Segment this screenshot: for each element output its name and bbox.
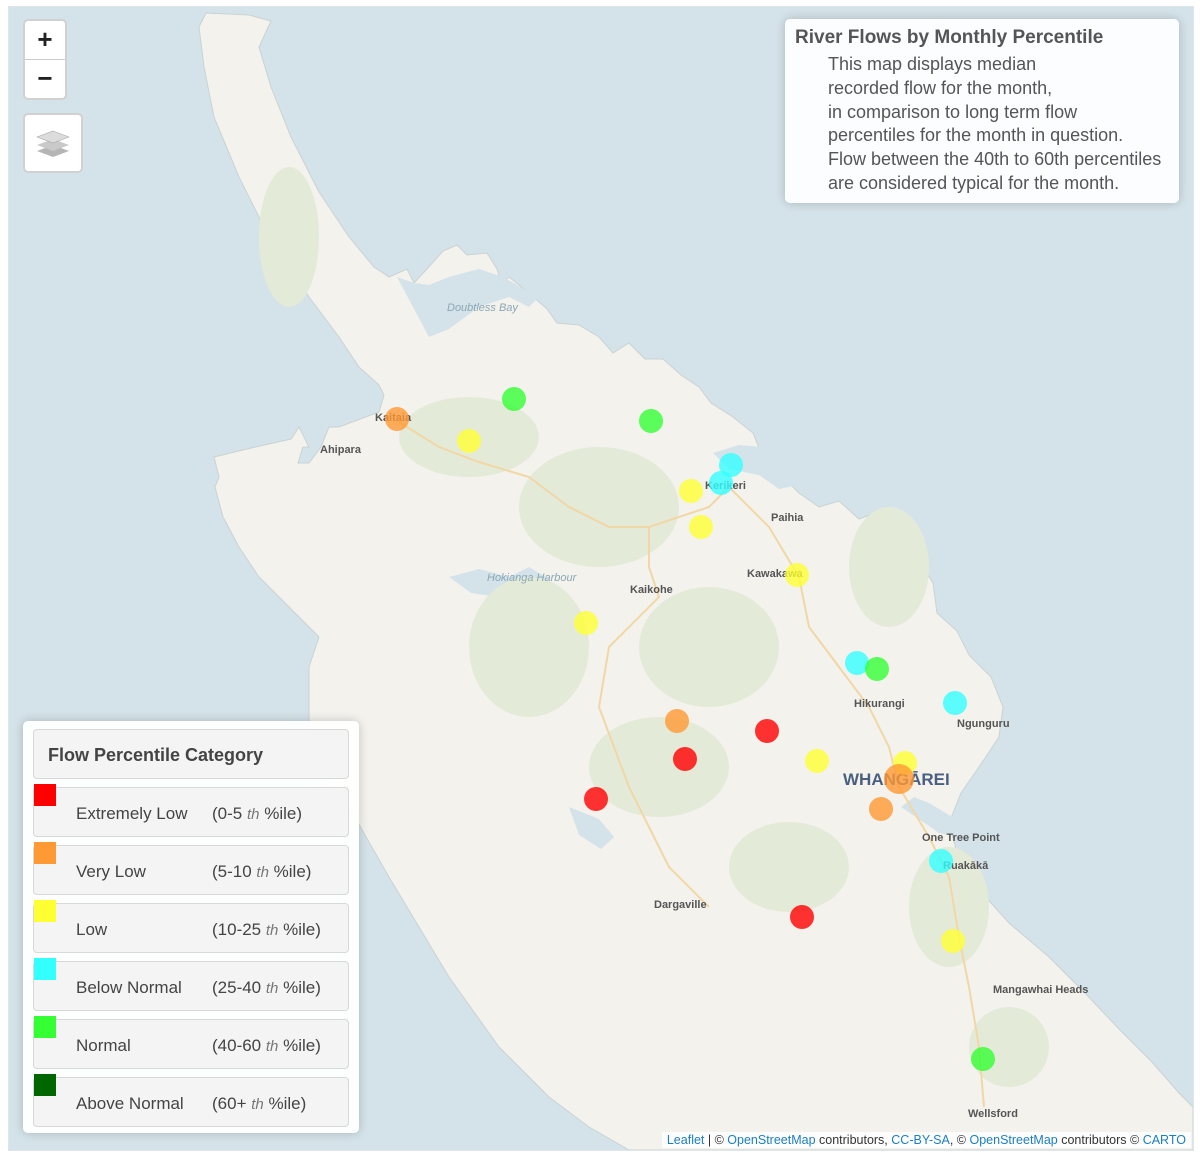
label-hokianga: Hokianga Harbour [487, 572, 578, 584]
whangarei-harbour [901, 797, 969, 837]
attribution-text: , © [949, 1133, 970, 1147]
attribution-text: | © [704, 1133, 728, 1147]
legend-label: Low [76, 920, 108, 939]
osm-link-2[interactable]: OpenStreetMap [969, 1133, 1058, 1147]
zoom-in-button[interactable]: + [37, 24, 53, 54]
legend: Flow Percentile Category Extremely Low (… [23, 721, 359, 1133]
legend-range: (60+ th %ile) [212, 1094, 307, 1113]
doubtless-bay [397, 269, 539, 337]
station-marker-normal[interactable] [865, 657, 889, 681]
attribution-text: contributors, [815, 1133, 892, 1147]
map[interactable]: Doubtless Bay Kaitaia Ahipara Kerikeri P… [8, 6, 1194, 1151]
station-marker-below-normal[interactable] [929, 849, 953, 873]
legend-swatch [34, 1074, 56, 1096]
label-paihia: Paihia [771, 512, 804, 524]
station-markers [385, 387, 995, 1071]
label-mangawhai-heads: Mangawhai Heads [993, 984, 1088, 996]
osm-link[interactable]: OpenStreetMap [727, 1133, 816, 1147]
station-marker-normal[interactable] [502, 387, 526, 411]
legend-label: Very Low [76, 862, 146, 881]
legend-title: Flow Percentile Category [33, 729, 349, 779]
carto-link[interactable]: CARTO [1142, 1133, 1186, 1147]
layers-button[interactable] [23, 113, 83, 173]
license-link[interactable]: CC-BY-SA [891, 1133, 950, 1147]
legend-label: Normal [76, 1036, 131, 1055]
legend-item: Normal (40-60 th %ile) [33, 1016, 349, 1069]
station-marker-extremely-low[interactable] [673, 747, 697, 771]
legend-swatch [34, 900, 56, 922]
station-marker-below-normal[interactable] [719, 453, 743, 477]
station-marker-extremely-low[interactable] [790, 905, 814, 929]
station-marker-very-low[interactable] [665, 709, 689, 733]
label-doubtless-bay: Doubtless Bay [447, 302, 519, 314]
legend-swatch [34, 1016, 56, 1038]
info-panel: River Flows by Monthly Percentile This m… [785, 19, 1179, 203]
station-marker-low[interactable] [457, 429, 481, 453]
station-marker-normal[interactable] [971, 1047, 995, 1071]
label-ruakaka: Ruakākā [943, 860, 989, 872]
label-ngunguru: Ngunguru [957, 718, 1010, 730]
label-dargaville: Dargaville [654, 899, 707, 911]
legend-label: Extremely Low [76, 804, 188, 823]
legend-swatch [34, 784, 56, 806]
station-marker-low[interactable] [785, 563, 809, 587]
station-marker-low[interactable] [574, 611, 598, 635]
station-marker-below-normal[interactable] [709, 471, 733, 495]
leaflet-link[interactable]: Leaflet [666, 1133, 705, 1147]
legend-item: Very Low (5-10 th %ile) [33, 842, 349, 895]
station-marker-low[interactable] [941, 929, 965, 953]
info-line: are considered typical for the month. [828, 172, 1120, 193]
legend-range: (40-60 th %ile) [212, 1036, 321, 1055]
legend-range: (0-5 th %ile) [212, 804, 302, 823]
info-line: Flow between the 40th to 60th percentile… [828, 149, 1162, 170]
basemap: Doubtless Bay Kaitaia Ahipara Kerikeri P… [198, 12, 1193, 1150]
station-marker-low[interactable] [689, 515, 713, 539]
layers-icon [36, 130, 70, 157]
legend-swatch [34, 842, 56, 864]
station-marker-very-low[interactable] [869, 797, 893, 821]
zoom-control: + − [23, 19, 67, 100]
label-hikurangi: Hikurangi [854, 698, 905, 710]
attribution-text: contributors © [1057, 1133, 1143, 1147]
info-line: in comparison to long term flow [828, 101, 1078, 122]
info-title: River Flows by Monthly Percentile [795, 27, 1104, 48]
kaipara-shore [569, 807, 614, 849]
legend-label: Below Normal [76, 978, 182, 997]
label-kaikohe: Kaikohe [630, 584, 673, 596]
station-marker-very-low[interactable] [884, 764, 914, 794]
info-line: percentiles for the month in question. [828, 125, 1124, 146]
label-wellsford: Wellsford [968, 1108, 1018, 1120]
legend-swatch [34, 958, 56, 980]
label-one-tree-point: One Tree Point [922, 832, 1000, 844]
station-marker-extremely-low[interactable] [755, 719, 779, 743]
station-marker-below-normal[interactable] [845, 651, 869, 675]
station-marker-extremely-low[interactable] [584, 787, 608, 811]
info-line: This map displays median [828, 54, 1037, 74]
label-ahipara: Ahipara [320, 444, 362, 456]
station-marker-normal[interactable] [639, 409, 663, 433]
legend-item: Below Normal (25-40 th %ile) [33, 958, 349, 1011]
legend-item: Above Normal (60+ th %ile) [33, 1074, 349, 1127]
attribution: Leaflet | © OpenStreetMap contributors, … [661, 1132, 1191, 1148]
legend-range: (10-25 th %ile) [212, 920, 321, 939]
station-marker-very-low[interactable] [385, 407, 409, 431]
station-marker-low[interactable] [679, 479, 703, 503]
legend-item: Low (10-25 th %ile) [33, 900, 349, 953]
legend-range: (25-40 th %ile) [212, 978, 321, 997]
station-marker-low[interactable] [805, 749, 829, 773]
zoom-out-button[interactable]: − [25, 59, 65, 98]
info-line: recorded flow for the month, [828, 77, 1053, 98]
legend-range: (5-10 th %ile) [212, 862, 312, 881]
legend-label: Above Normal [76, 1094, 184, 1113]
legend-item: Extremely Low (0-5 th %ile) [33, 784, 349, 837]
station-marker-below-normal[interactable] [943, 691, 967, 715]
